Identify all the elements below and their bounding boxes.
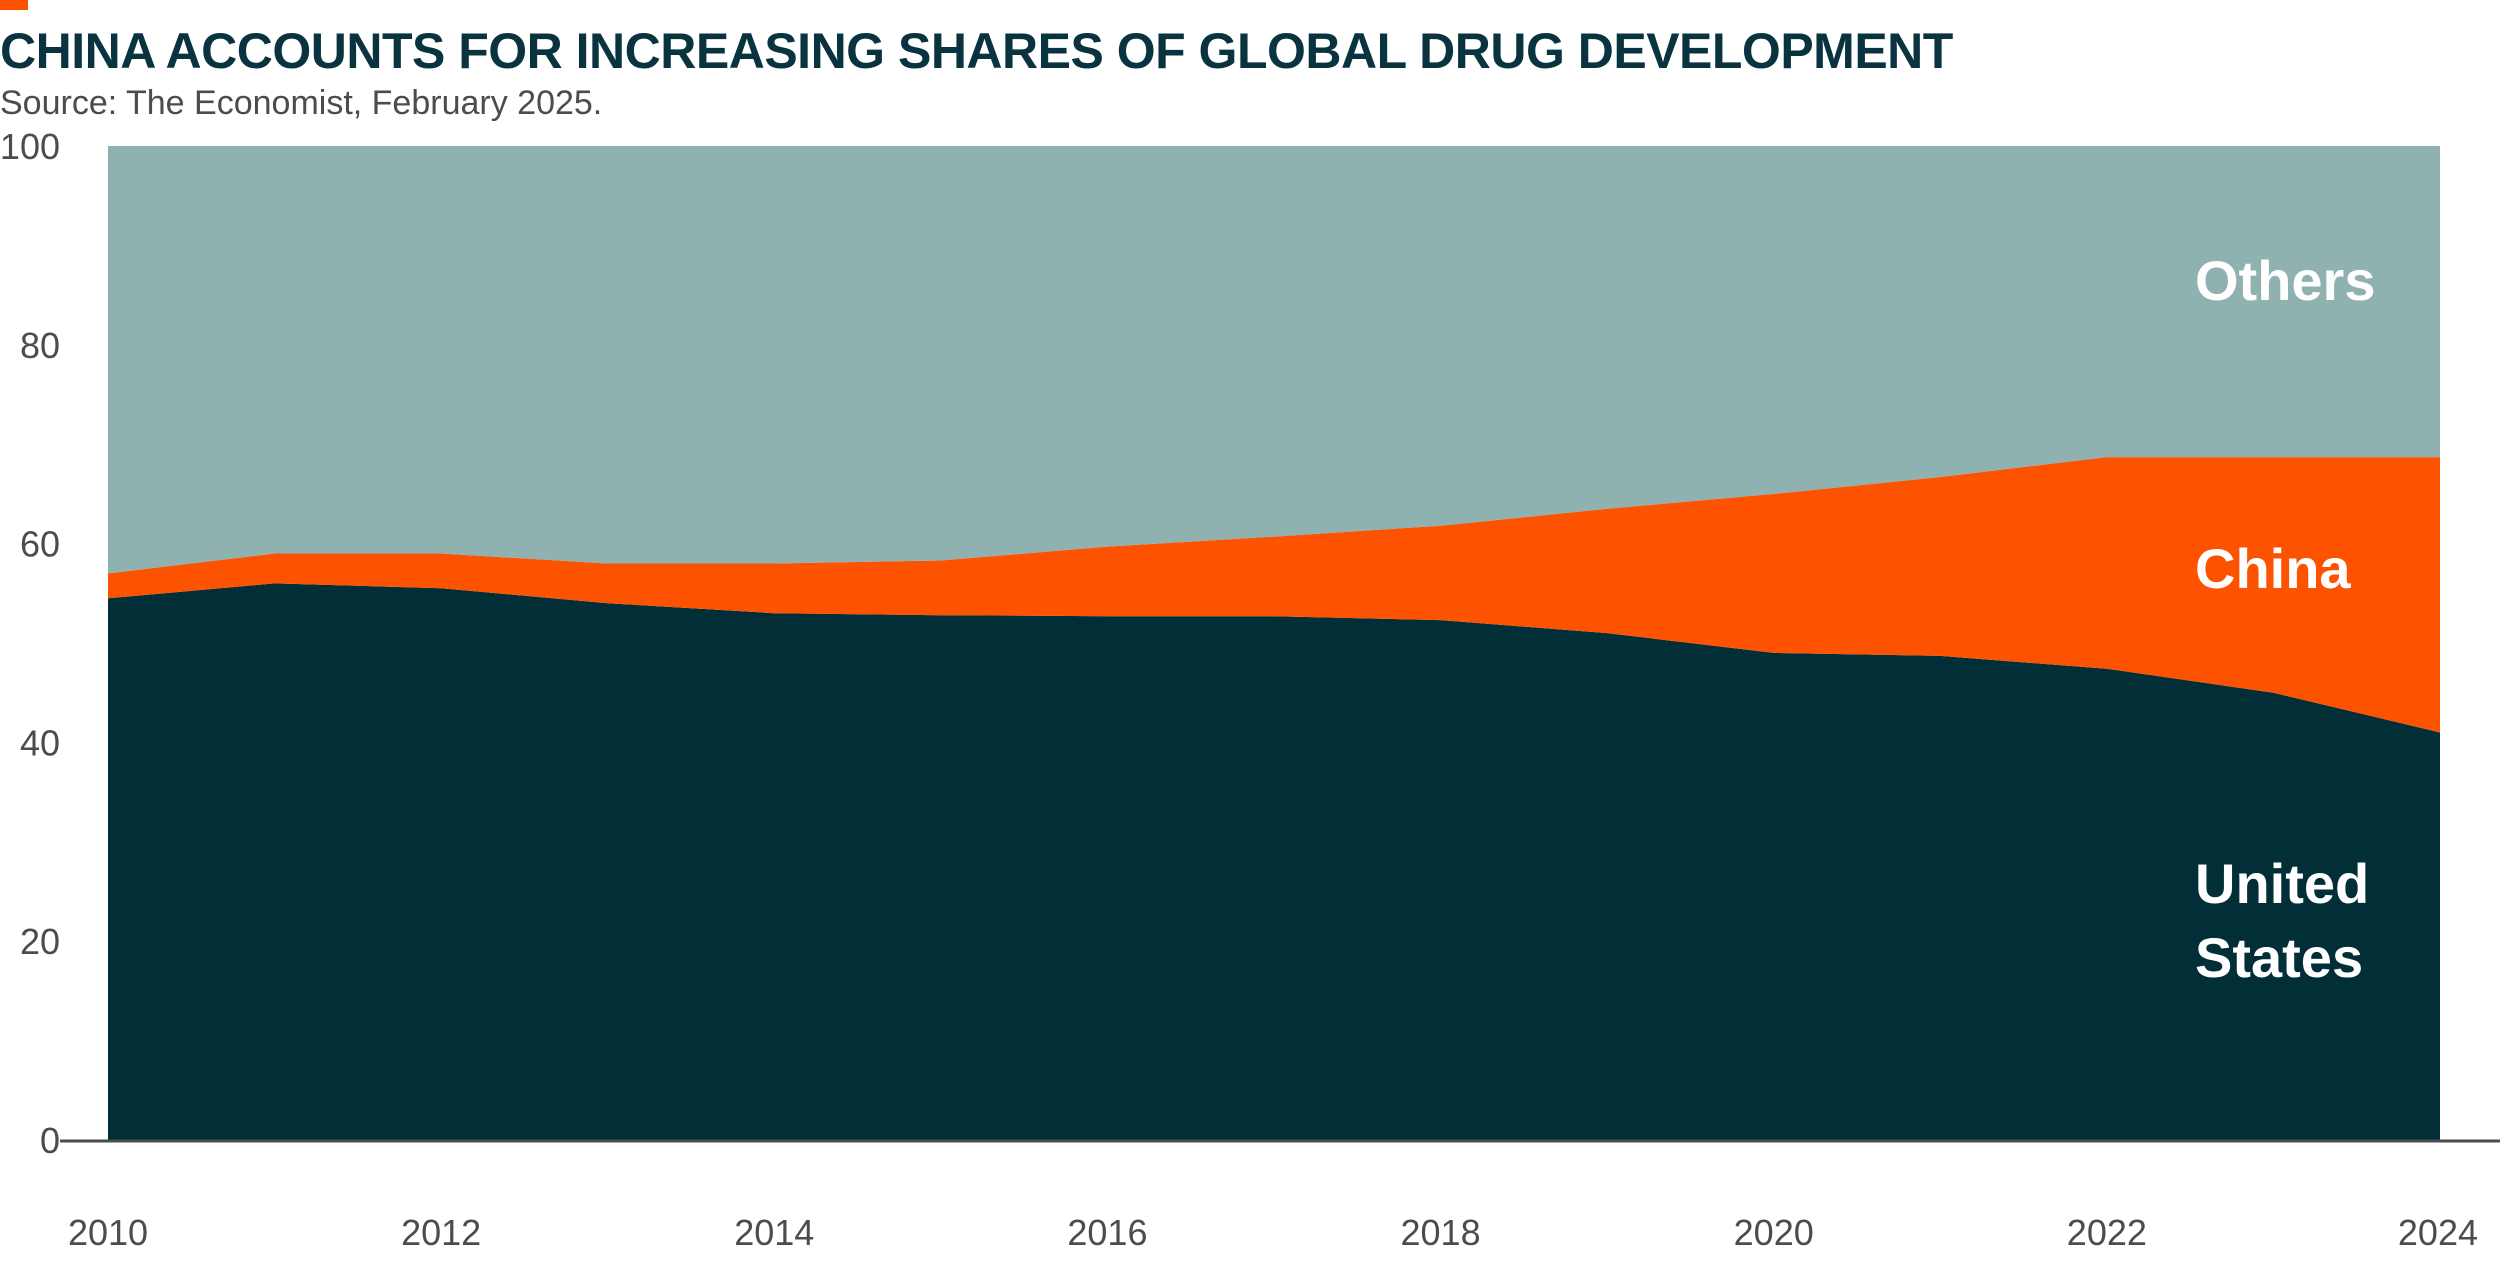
x-tick-label: 2016	[1067, 1212, 1147, 1253]
china-label: China	[2195, 537, 2351, 600]
x-tick-label: 2020	[1734, 1212, 1814, 1253]
area-others	[108, 146, 2440, 574]
united-states-label-line1: United	[2195, 852, 2369, 915]
y-tick-label: 40	[20, 722, 60, 763]
y-tick-label: 0	[40, 1120, 60, 1161]
area-united-states	[108, 583, 2440, 1140]
y-tick-label: 20	[20, 921, 60, 962]
x-tick-label: 2018	[1401, 1212, 1481, 1253]
chart-title: CHINA ACCOUNTS FOR INCREASING SHARES OF …	[0, 23, 1953, 79]
area-china	[108, 457, 2440, 733]
chart-source: Source: The Economist, February 2025.	[0, 84, 603, 122]
y-tick-label: 60	[20, 524, 60, 565]
x-axis-ticks: 2010 2012 2014 2016 2018 2020 2022 2024	[68, 1212, 2478, 1253]
y-tick-label: 100	[0, 126, 60, 167]
x-tick-label: 2012	[401, 1212, 481, 1253]
x-tick-label: 2024	[2398, 1212, 2478, 1253]
others-label: Others	[2195, 249, 2376, 312]
accent-bar	[0, 0, 28, 10]
area-layer	[108, 146, 2440, 1140]
x-tick-label: 2014	[734, 1212, 814, 1253]
y-axis-ticks: 0 20 40 60 80 100	[0, 126, 60, 1161]
x-tick-label: 2010	[68, 1212, 148, 1253]
y-tick-label: 80	[20, 325, 60, 366]
x-tick-label: 2022	[2067, 1212, 2147, 1253]
united-states-label-line2: States	[2195, 926, 2363, 989]
